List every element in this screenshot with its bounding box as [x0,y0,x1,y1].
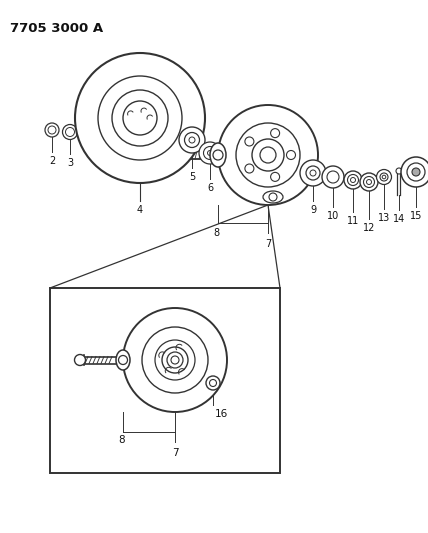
Text: 14: 14 [393,214,405,224]
Text: 15: 15 [410,211,422,221]
Circle shape [348,174,359,185]
Circle shape [351,177,356,182]
Circle shape [98,76,182,160]
Circle shape [363,176,374,188]
Circle shape [366,180,372,184]
Text: 7: 7 [265,239,271,249]
Circle shape [74,354,86,366]
Ellipse shape [116,350,130,370]
Circle shape [286,150,295,159]
Circle shape [344,171,362,189]
Text: 4: 4 [137,205,143,215]
Circle shape [179,127,205,153]
Ellipse shape [263,191,283,203]
Circle shape [75,53,205,183]
Circle shape [142,327,208,393]
Circle shape [412,168,420,176]
Circle shape [213,150,223,160]
Circle shape [123,101,157,135]
Circle shape [65,127,74,136]
Text: 12: 12 [363,223,375,233]
Circle shape [327,171,339,183]
Circle shape [245,137,254,146]
Text: 5: 5 [189,172,195,182]
Text: 10: 10 [327,211,339,221]
Circle shape [360,173,378,191]
Bar [50,288,280,473]
Circle shape [208,150,212,156]
Circle shape [401,157,428,187]
Circle shape [112,90,168,146]
Text: 2: 2 [49,156,55,166]
Circle shape [310,170,316,176]
Circle shape [162,347,188,373]
Text: 9: 9 [310,205,316,215]
Text: 3: 3 [67,158,73,168]
Circle shape [322,166,344,188]
Circle shape [269,193,277,201]
Circle shape [236,123,300,187]
Ellipse shape [210,143,226,167]
Circle shape [209,379,217,386]
Circle shape [167,352,183,368]
Circle shape [252,139,284,171]
Circle shape [306,166,320,180]
Circle shape [245,164,254,173]
Circle shape [300,160,326,186]
Text: 7: 7 [172,448,178,458]
Text: 13: 13 [378,213,390,223]
Circle shape [407,163,425,181]
Circle shape [270,128,279,138]
Circle shape [377,169,392,184]
Circle shape [270,172,279,181]
Circle shape [48,126,56,134]
Circle shape [119,356,128,365]
Circle shape [184,133,199,148]
Text: 11: 11 [347,216,359,226]
Circle shape [206,376,220,390]
Circle shape [123,308,227,412]
Circle shape [396,168,402,174]
Circle shape [260,147,276,163]
Circle shape [171,356,179,364]
Text: 16: 16 [215,409,228,419]
Circle shape [155,340,195,380]
Circle shape [218,105,318,205]
Circle shape [45,123,59,137]
Text: 8: 8 [213,228,219,238]
Circle shape [382,175,386,179]
Text: 7705 3000 A: 7705 3000 A [10,22,103,35]
Circle shape [203,147,217,159]
Circle shape [199,142,221,164]
Circle shape [380,173,388,181]
Circle shape [62,125,77,140]
Text: 8: 8 [118,435,125,445]
Circle shape [189,137,195,143]
Text: 6: 6 [207,183,213,193]
